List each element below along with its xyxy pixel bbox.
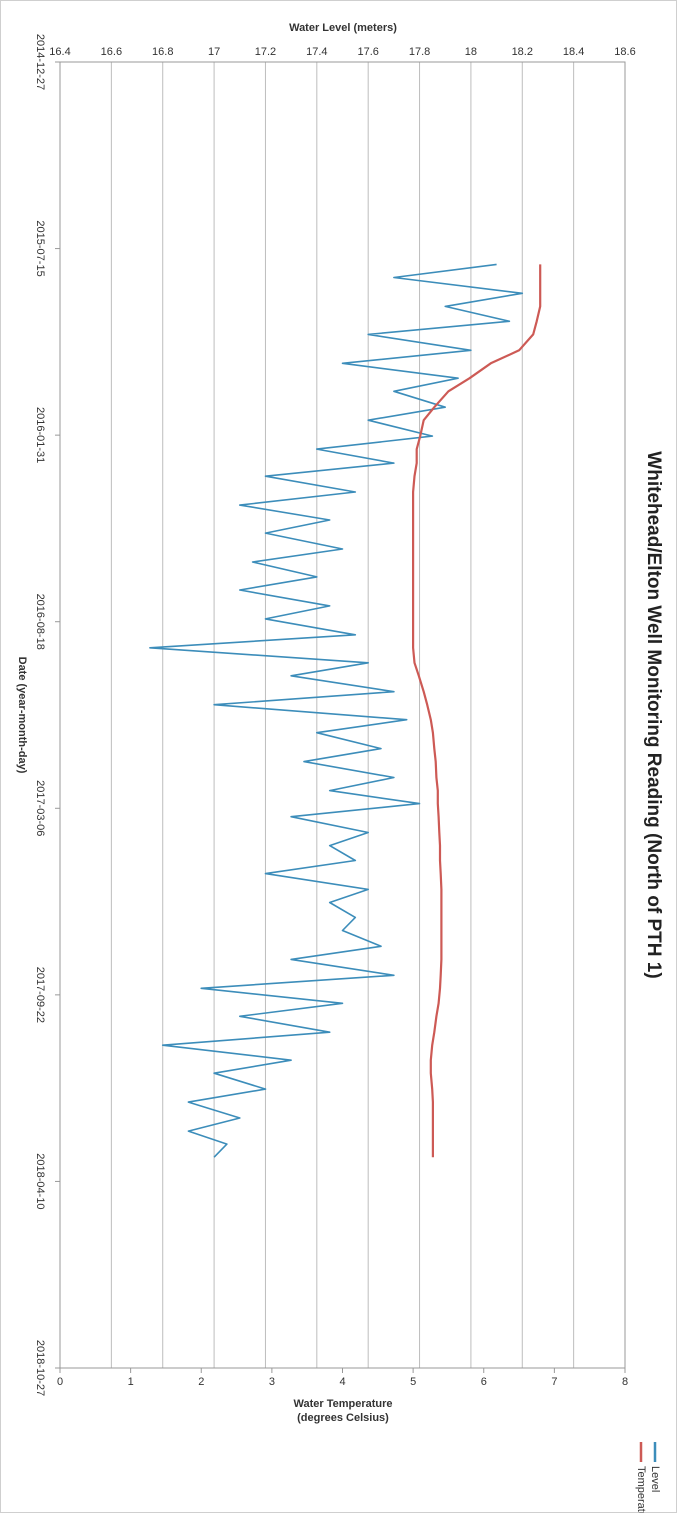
legend-label: Temperature — [635, 1466, 647, 1513]
y-axis-title: Water Level (meters) — [289, 22, 397, 34]
y-tick-label: 17 — [208, 46, 220, 58]
x-tick-label: 2015-07-15 — [34, 220, 46, 276]
x-axis-title: Date (year-month-day) — [16, 657, 28, 774]
y-tick-label: 16.4 — [49, 46, 70, 58]
y2-tick-label: 7 — [551, 1376, 557, 1388]
plot-border — [59, 61, 626, 1369]
x-tick-label: 2018-04-10 — [34, 1153, 46, 1209]
y-tick-label: 18.4 — [563, 46, 584, 58]
y-tick-label: 18.6 — [614, 46, 635, 58]
x-tick-label: 2018-10-27 — [34, 1340, 46, 1396]
x-tick-label: 2014-12-27 — [34, 34, 46, 90]
legend-label: Level — [649, 1466, 661, 1492]
y-tick-label: 18 — [465, 46, 477, 58]
y2-tick-label: 6 — [481, 1376, 487, 1388]
series-line — [412, 264, 542, 1158]
y-tick-label: 16.6 — [101, 46, 122, 58]
y2-tick-label: 8 — [622, 1376, 628, 1388]
y2-axis-title: (degrees Celsius) — [297, 1412, 389, 1424]
y-tick-label: 17.6 — [357, 46, 378, 58]
y2-tick-label: 4 — [339, 1376, 345, 1388]
y-tick-label: 17.2 — [255, 46, 276, 58]
x-tick-label: 2016-01-31 — [34, 407, 46, 463]
y-tick-label: 17.8 — [409, 46, 430, 58]
y2-tick-label: 3 — [269, 1376, 275, 1388]
chart-body: Whitehead/Elton Well Monitoring Reading … — [16, 22, 664, 1518]
y2-tick-label: 2 — [198, 1376, 204, 1388]
series-line — [149, 263, 524, 1158]
chart-title: Whitehead/Elton Well Monitoring Reading … — [643, 451, 664, 978]
y2-tick-label: 1 — [128, 1376, 134, 1388]
y2-axis-title: Water Temperature — [293, 1398, 392, 1410]
x-tick-label: 2017-09-22 — [34, 967, 46, 1023]
y-tick-label: 16.8 — [152, 46, 173, 58]
x-tick-label: 2017-03-06 — [34, 780, 46, 836]
y-tick-label: 17.4 — [306, 46, 327, 58]
x-tick-label: 2016-08-18 — [34, 594, 46, 650]
y2-tick-label: 5 — [410, 1376, 416, 1388]
y-tick-label: 18.2 — [512, 46, 533, 58]
y2-tick-label: 0 — [57, 1376, 63, 1388]
